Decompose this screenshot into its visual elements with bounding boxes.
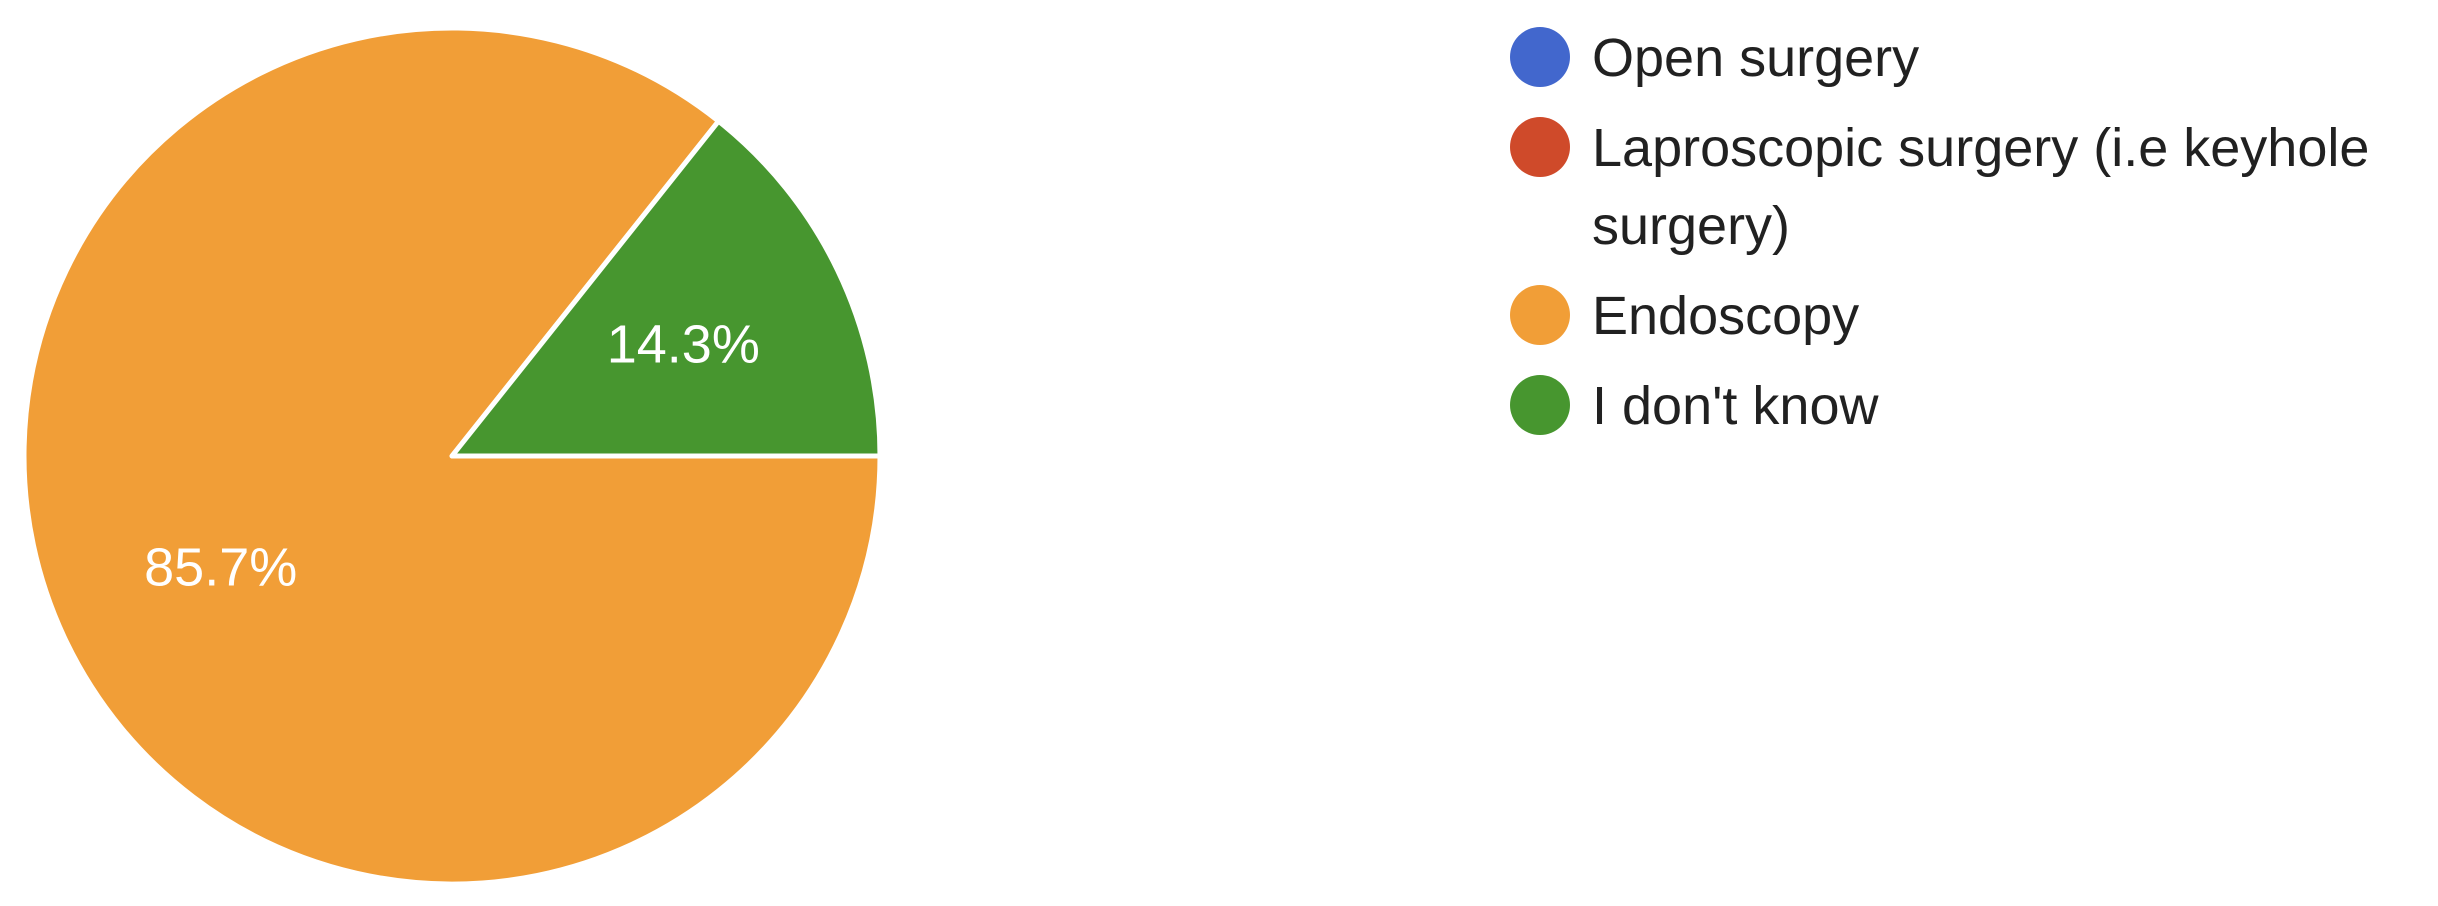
legend-swatch-endoscopy — [1510, 285, 1570, 345]
pie-slice-i-don-t-know — [449, 118, 883, 459]
pie-slice-labels: 85.7% 14.3% — [144, 315, 760, 598]
legend-swatch-i-don-t-know — [1510, 375, 1570, 435]
legend-swatch-open-surgery — [1510, 27, 1570, 87]
pie-label-i-don-t-know: 14.3% — [607, 315, 760, 375]
legend-item-i-don-t-know: I don't know — [1510, 375, 1879, 436]
legend-item-laproscopic-surgery-i-e-keyhole-surgery: Laproscopic surgery (i.e keyhole surgery) — [1510, 117, 2369, 256]
legend: Open surgery Laproscopic surgery (i.e key… — [1510, 27, 2369, 436]
pie-label-endoscopy: 85.7% — [144, 538, 297, 598]
legend-label-endoscopy: Endoscopy — [1592, 286, 1859, 346]
pie-slices — [21, 25, 883, 887]
legend-label-laproscopic-surgery-i-e-keyhole-surgery-line-2: surgery) — [1592, 196, 1790, 256]
legend-item-open-surgery: Open surgery — [1510, 27, 1919, 88]
legend-label-laproscopic-surgery-i-e-keyhole-surgery: Laproscopic surgery (i.e keyhole — [1592, 118, 2369, 178]
legend-swatch-laproscopic-surgery-i-e-keyhole-surgery — [1510, 117, 1570, 177]
legend-label-open-surgery: Open surgery — [1592, 28, 1919, 88]
legend-label-i-don-t-know: I don't know — [1592, 376, 1879, 436]
legend-item-endoscopy: Endoscopy — [1510, 285, 1859, 346]
